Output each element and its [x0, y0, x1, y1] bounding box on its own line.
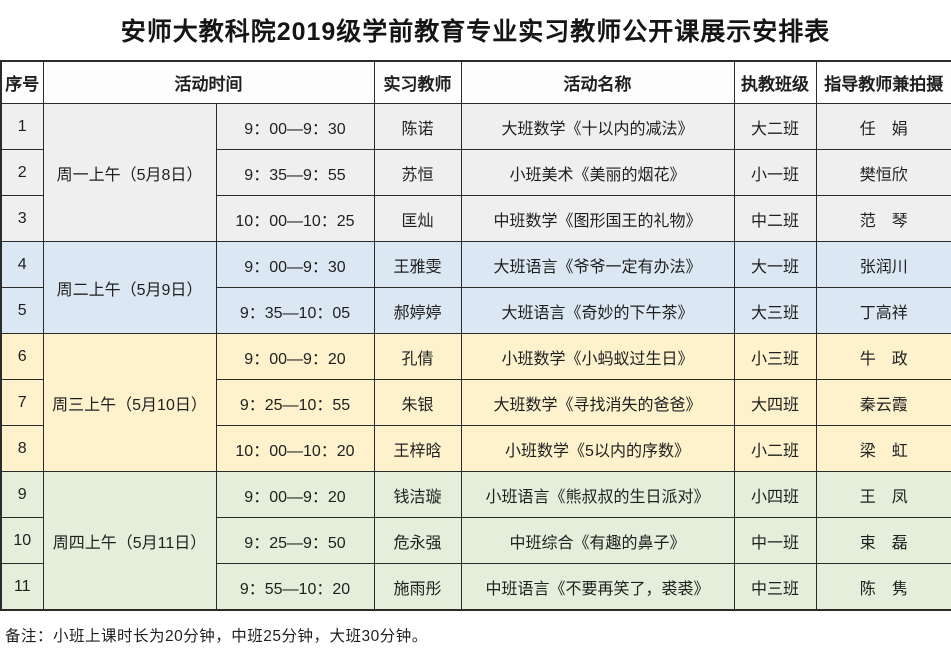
- cell-activity: 小班数学《小蚂蚁过生日》: [460, 333, 735, 380]
- cell-teacher: 王雅雯: [373, 241, 462, 288]
- cell-teacher: 王梓晗: [373, 425, 462, 472]
- cell-teacher: 陈诺: [373, 103, 462, 150]
- cell-seq: 3: [0, 195, 44, 242]
- cell-activity: 大班语言《奇妙的下午茶》: [460, 287, 735, 334]
- cell-teacher: 苏恒: [373, 149, 462, 196]
- cell-seq: 10: [0, 517, 44, 564]
- table-row: 11 9：55—10：20 施雨彤 中班语言《不要再笑了，裘裘》 中三班 陈 隽: [0, 563, 951, 611]
- cell-teacher: 朱银: [373, 379, 462, 426]
- cell-time: 9：25—9：50: [215, 517, 375, 564]
- cell-time: 10：00—10：25: [215, 195, 375, 242]
- cell-class: 小三班: [733, 333, 817, 380]
- cell-seq: 4: [0, 241, 44, 288]
- cell-seq: 7: [0, 379, 44, 426]
- header-time: 活动时间: [42, 60, 375, 104]
- cell-seq: 2: [0, 149, 44, 196]
- cell-teacher: 郝婷婷: [373, 287, 462, 334]
- cell-day: 周一上午（5月8日）: [42, 103, 217, 242]
- cell-mentor: 张润川: [815, 241, 951, 288]
- cell-teacher: 危永强: [373, 517, 462, 564]
- cell-class: 小四班: [733, 471, 817, 518]
- cell-class: 中一班: [733, 517, 817, 564]
- schedule-table: 序号 活动时间 实习教师 活动名称 执教班级 指导教师兼拍摄 1 周一上午（5月…: [0, 60, 951, 611]
- header-mentor: 指导教师兼拍摄: [815, 60, 951, 104]
- cell-seq: 1: [0, 103, 44, 150]
- cell-mentor: 牛 政: [815, 333, 951, 380]
- footnote: 备注：小班上课时长为20分钟，中班25分钟，大班30分钟。: [5, 628, 428, 645]
- cell-time: 9：00—9：20: [215, 471, 375, 518]
- cell-class: 小一班: [733, 149, 817, 196]
- cell-time: 9：00—9：30: [215, 241, 375, 288]
- cell-class: 小二班: [733, 425, 817, 472]
- cell-time: 9：35—10：05: [215, 287, 375, 334]
- cell-class: 中三班: [733, 563, 817, 611]
- cell-activity: 大班语言《爷爷一定有办法》: [460, 241, 735, 288]
- cell-seq: 9: [0, 471, 44, 518]
- cell-class: 大二班: [733, 103, 817, 150]
- cell-time: 9：00—9：20: [215, 333, 375, 380]
- table-row: 5 9：35—10：05 郝婷婷 大班语言《奇妙的下午茶》 大三班 丁高祥: [0, 287, 951, 334]
- cell-mentor: 梁 虹: [815, 425, 951, 472]
- cell-activity: 小班数学《5以内的序数》: [460, 425, 735, 472]
- cell-mentor: 陈 隽: [815, 563, 951, 611]
- cell-teacher: 钱洁璇: [373, 471, 462, 518]
- cell-class: 大一班: [733, 241, 817, 288]
- cell-mentor: 丁高祥: [815, 287, 951, 334]
- page-title: 安师大教科院2019级学前教育专业实习教师公开课展示安排表: [120, 18, 831, 46]
- cell-class: 中二班: [733, 195, 817, 242]
- cell-time: 9：55—10：20: [215, 563, 375, 611]
- cell-time: 9：25—10：55: [215, 379, 375, 426]
- cell-mentor: 任 娟: [815, 103, 951, 150]
- cell-seq: 6: [0, 333, 44, 380]
- cell-seq: 5: [0, 287, 44, 334]
- header-row: 序号 活动时间 实习教师 活动名称 执教班级 指导教师兼拍摄: [0, 60, 951, 104]
- cell-day: 周二上午（5月9日）: [42, 241, 217, 334]
- cell-activity: 小班美术《美丽的烟花》: [460, 149, 735, 196]
- cell-time: 9：35—9：55: [215, 149, 375, 196]
- cell-class: 大四班: [733, 379, 817, 426]
- cell-seq: 8: [0, 425, 44, 472]
- cell-mentor: 束 磊: [815, 517, 951, 564]
- cell-teacher: 匡灿: [373, 195, 462, 242]
- cell-activity: 中班数学《图形国王的礼物》: [460, 195, 735, 242]
- cell-mentor: 王 凤: [815, 471, 951, 518]
- cell-time: 9：00—9：30: [215, 103, 375, 150]
- table-row: 10 9：25—9：50 危永强 中班综合《有趣的鼻子》 中一班 束 磊: [0, 517, 951, 564]
- cell-time: 10：00—10：20: [215, 425, 375, 472]
- table-row: 3 10：00—10：25 匡灿 中班数学《图形国王的礼物》 中二班 范 琴: [0, 195, 951, 242]
- cell-day: 周三上午（5月10日）: [42, 333, 217, 472]
- header-teacher: 实习教师: [373, 60, 462, 104]
- cell-mentor: 秦云霞: [815, 379, 951, 426]
- table-row: 9 周四上午（5月11日） 9：00—9：20 钱洁璇 小班语言《熊叔叔的生日派…: [0, 471, 951, 611]
- title-bar: 安师大教科院2019级学前教育专业实习教师公开课展示安排表: [0, 0, 951, 60]
- table-row: 2 9：35—9：55 苏恒 小班美术《美丽的烟花》 小一班 樊恒欣: [0, 149, 951, 196]
- table-row: 6 周三上午（5月10日） 9：00—9：20 孔倩 小班数学《小蚂蚁过生日》 …: [0, 333, 951, 472]
- table-row: 4 周二上午（5月9日） 9：00—9：30 王雅雯 大班语言《爷爷一定有办法》…: [0, 241, 951, 334]
- cell-activity: 小班语言《熊叔叔的生日派对》: [460, 471, 735, 518]
- header-seq: 序号: [0, 60, 44, 104]
- cell-teacher: 孔倩: [373, 333, 462, 380]
- table-row: 7 9：25—10：55 朱银 大班数学《寻找消失的爸爸》 大四班 秦云霞: [0, 379, 951, 426]
- cell-mentor: 樊恒欣: [815, 149, 951, 196]
- cell-class: 大三班: [733, 287, 817, 334]
- table-row: 1 周一上午（5月8日） 9：00—9：30 陈诺 大班数学《十以内的减法》 大…: [0, 103, 951, 242]
- cell-activity: 大班数学《十以内的减法》: [460, 103, 735, 150]
- header-class: 执教班级: [733, 60, 817, 104]
- cell-mentor: 范 琴: [815, 195, 951, 242]
- cell-teacher: 施雨彤: [373, 563, 462, 611]
- cell-activity: 中班语言《不要再笑了，裘裘》: [460, 563, 735, 611]
- cell-activity: 大班数学《寻找消失的爸爸》: [460, 379, 735, 426]
- cell-day: 周四上午（5月11日）: [42, 471, 217, 611]
- header-activity: 活动名称: [460, 60, 735, 104]
- cell-activity: 中班综合《有趣的鼻子》: [460, 517, 735, 564]
- cell-seq: 11: [0, 563, 44, 611]
